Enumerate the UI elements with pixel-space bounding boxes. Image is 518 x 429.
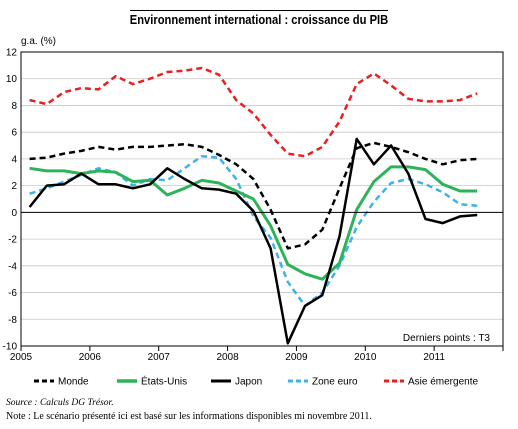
- y-tick-label: -2: [8, 235, 17, 246]
- legend-label: Monde: [58, 377, 89, 388]
- legend: Monde États-Unis Japon Zone euro Asie émerge…: [34, 375, 478, 388]
- x-tick-label: 2008: [216, 352, 239, 363]
- y-tick-label: -10: [3, 342, 18, 353]
- series-line--tats-unis: [29, 165, 478, 281]
- y-tick-label: 10: [6, 74, 18, 85]
- y-tick-label: -8: [8, 315, 17, 326]
- legend-label: Zone euro: [312, 377, 358, 388]
- y-tick-label: 4: [11, 154, 17, 165]
- plot-frame: [20, 51, 504, 347]
- legend-label: Asie émergente: [408, 377, 478, 388]
- axes: -10 -8 -6 -4 -2 0 2 4 6 8 10 12 2005 2006 2007 2008 2009…: [3, 48, 504, 363]
- x-tick-label: 2010: [354, 352, 377, 363]
- series-line-monde: [29, 141, 478, 250]
- last-points-annotation: Derniers points : T3: [403, 333, 491, 344]
- legend-label: Japon: [235, 377, 262, 388]
- series-line-japon: [28, 137, 478, 345]
- gridlines: [21, 78, 503, 320]
- series-line-asie-mergente: [29, 66, 478, 158]
- y-tick-label: -6: [8, 288, 17, 299]
- y-tick-label: 2: [11, 181, 17, 192]
- y-tick-label: 12: [6, 48, 18, 59]
- scenario-note: Note : Le scénario présenté ici est basé…: [6, 411, 372, 422]
- x-tick-label: 2009: [285, 352, 308, 363]
- series-line-zone-euro: [29, 154, 478, 308]
- y-tick-label: -4: [8, 261, 17, 272]
- x-tick-label: 2006: [79, 352, 102, 363]
- chart-title: Environnement international : croissance…: [129, 10, 389, 27]
- y-axis-label: g.a. (%): [21, 36, 56, 47]
- legend-label: États-Unis: [141, 375, 187, 388]
- series-lines: [28, 66, 478, 345]
- y-tick-label: 8: [11, 101, 17, 112]
- y-tick-label: 6: [11, 128, 17, 139]
- x-tick-label: 2011: [423, 352, 445, 363]
- x-tick-label: 2005: [10, 352, 33, 363]
- x-tick-label: 2007: [148, 352, 171, 363]
- y-tick-label: 0: [11, 208, 17, 219]
- source-note: Source : Calculs DG Trésor.: [6, 398, 114, 408]
